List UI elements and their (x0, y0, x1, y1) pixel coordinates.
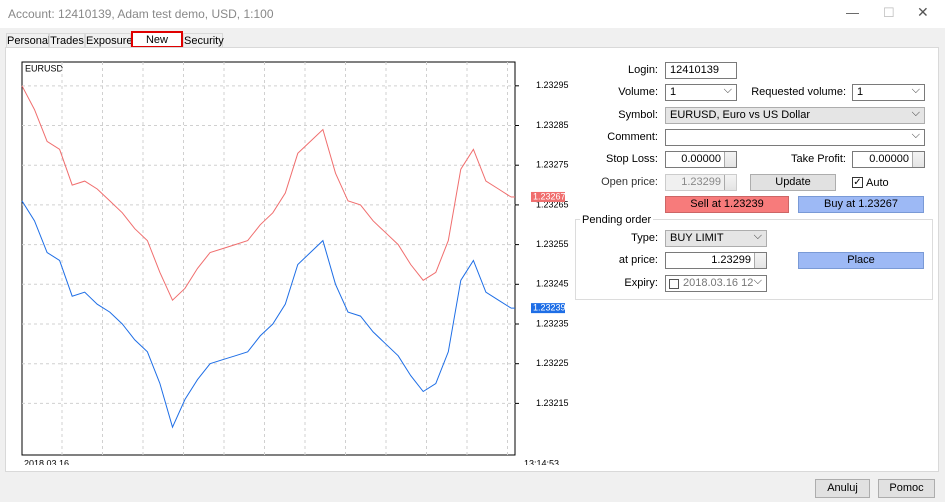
place-button[interactable]: Place (798, 252, 924, 269)
price-tag (531, 303, 565, 314)
label: Type: (631, 232, 658, 244)
price-input[interactable]: 1.23299 (665, 252, 767, 269)
maximize: ☐ (883, 5, 895, 20)
label: Open price: (601, 176, 658, 188)
minimize[interactable]: — (846, 5, 859, 20)
x-tick-label: 2018.03.16 (24, 458, 69, 465)
update-button[interactable]: Update (750, 174, 836, 191)
group-title: Pending order (580, 213, 654, 227)
label: Take Profit: (790, 153, 846, 165)
cancel-button[interactable]: Anuluj (815, 479, 870, 498)
buy-button[interactable]: Buy at 1.23267 (798, 196, 924, 213)
open-price-input: 1.23299 (665, 174, 737, 191)
price-tag-label: 1.23239 (533, 302, 566, 312)
expiry-input[interactable]: 2018.03.16 12 (665, 275, 767, 292)
symbol-select[interactable]: EURUSD, Euro vs US Dollar (665, 107, 925, 124)
comment-input[interactable] (665, 129, 925, 146)
close[interactable]: ✕ (917, 4, 929, 20)
stop-loss-input[interactable]: 0.00000 (665, 151, 737, 168)
x-tick-label: 13:14:53 (524, 458, 559, 465)
price-tag (531, 191, 565, 202)
label: at price: (618, 254, 658, 266)
tab[interactable]: Exposure (85, 33, 133, 48)
tab[interactable]: Security (183, 33, 224, 48)
label: Login: (628, 64, 658, 76)
tab[interactable]: New Order (131, 31, 183, 60)
chart-title: EURUSD (25, 63, 64, 73)
y-tick-label: 1.23245 (536, 279, 569, 289)
help-button[interactable]: Pomoc (878, 479, 935, 498)
y-tick-label: 1.23275 (536, 160, 569, 170)
label: Requested volume: (751, 86, 846, 98)
price-tag-label: 1.23267 (533, 191, 566, 201)
y-tick-label: 1.23265 (536, 199, 569, 209)
window-title: Account: 12410139, Adam test demo, USD, … (8, 7, 274, 21)
pending-group (575, 219, 933, 300)
volume-select[interactable]: 1 (665, 84, 737, 101)
label: Symbol: (618, 109, 658, 121)
login-input[interactable]: 12410139 (665, 62, 737, 79)
y-tick-label: 1.23295 (536, 80, 569, 90)
y-tick-label: 1.23285 (536, 120, 569, 130)
tab[interactable]: Personal (6, 33, 51, 48)
sell-button[interactable]: Sell at 1.23239 (665, 196, 789, 213)
label: Volume: (618, 86, 658, 98)
y-tick-label: 1.23215 (536, 398, 569, 408)
label: Stop Loss: (606, 153, 658, 165)
price-line (21, 200, 512, 429)
title-bar: Account: 12410139, Adam test demo, USD, … (0, 0, 945, 28)
take-profit-input[interactable]: 0.00000 (852, 151, 925, 168)
expiry-checkbox[interactable] (669, 279, 679, 289)
type-select[interactable]: BUY LIMIT (665, 230, 767, 247)
chart: EURUSD 1.232951.232851.232751.232651.232… (21, 61, 569, 465)
plot-area (21, 61, 516, 456)
requested-volume-select[interactable]: 1 (852, 84, 925, 101)
label: Expiry: (624, 277, 658, 289)
label: Auto (866, 177, 889, 189)
y-tick-label: 1.23225 (536, 358, 569, 368)
tab[interactable]: Trades (49, 33, 85, 48)
auto-checkbox[interactable]: ✓ (852, 177, 863, 188)
y-tick-label: 1.23235 (536, 318, 569, 328)
price-line (21, 85, 512, 302)
label: Comment: (607, 131, 658, 143)
y-tick-label: 1.23255 (536, 239, 569, 249)
